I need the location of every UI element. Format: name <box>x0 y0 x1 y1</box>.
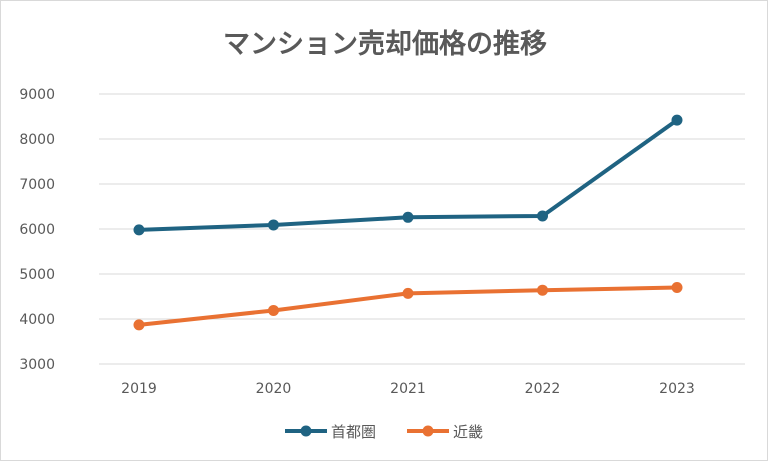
legend-label-0: 首都圏 <box>331 423 376 441</box>
data-point <box>671 114 683 126</box>
data-point <box>402 287 414 299</box>
x-tick-label: 2022 <box>525 381 561 397</box>
legend-marker-0 <box>300 425 312 437</box>
x-tick-label: 2021 <box>390 381 426 397</box>
data-point <box>402 211 414 223</box>
data-point <box>537 284 548 296</box>
x-tick-label: 2020 <box>256 381 292 397</box>
y-tick-label: 8000 <box>19 132 55 148</box>
data-point <box>537 210 548 222</box>
y-tick-label: 6000 <box>19 222 55 238</box>
legend-marker-1 <box>422 425 434 437</box>
data-point <box>133 319 145 331</box>
legend-label-1: 近畿 <box>453 423 483 441</box>
x-tick-label: 2019 <box>121 381 157 397</box>
y-tick-label: 4000 <box>19 312 55 328</box>
data-point <box>268 219 279 231</box>
data-point <box>268 304 279 316</box>
data-point <box>671 282 683 293</box>
y-tick-label: 5000 <box>19 267 55 283</box>
data-point <box>133 224 145 236</box>
y-tick-label: 3000 <box>19 357 55 373</box>
y-tick-label: 7000 <box>19 177 55 193</box>
chart-title: マンション売却価格の推移 <box>223 29 547 60</box>
y-tick-label: 9000 <box>19 87 55 103</box>
x-tick-label: 2023 <box>659 381 695 397</box>
